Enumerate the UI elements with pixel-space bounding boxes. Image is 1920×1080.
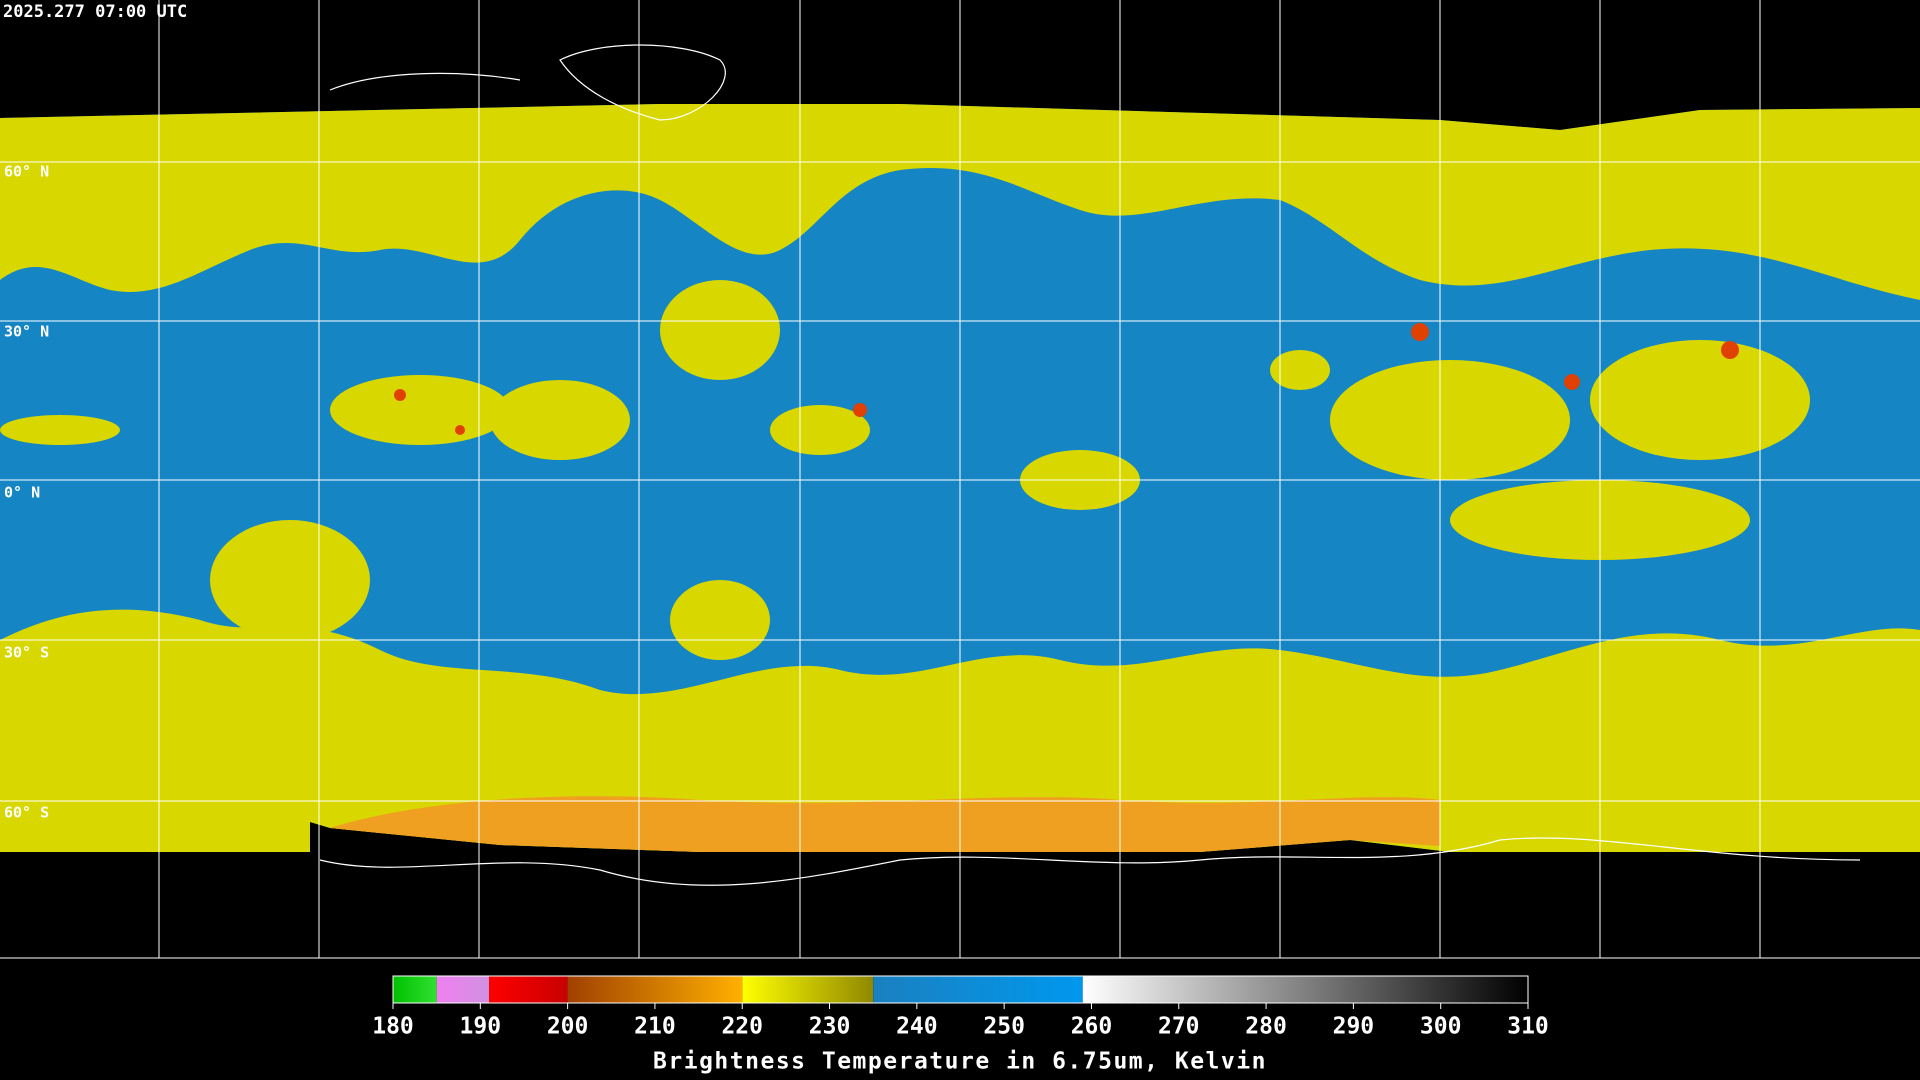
colorbar-tick-label: 300 [1420, 1014, 1462, 1040]
latitude-label: 60° N [4, 163, 49, 181]
colorbar-tick-label: 260 [1071, 1014, 1113, 1040]
colorbar-frame [392, 975, 1529, 1004]
colorbar-tick-label: 250 [983, 1014, 1025, 1040]
colorbar-tick-label: 230 [809, 1014, 851, 1040]
latitude-label: 30° N [4, 323, 49, 341]
colorbar-tick-label: 190 [460, 1014, 502, 1040]
colorbar-tick-label: 220 [721, 1014, 763, 1040]
coastlines [319, 44, 1861, 886]
colorbar-tick-label: 210 [634, 1014, 676, 1040]
graticule [0, 0, 1920, 959]
colorbar-segment [567, 976, 743, 1003]
colorbar-segment [1082, 976, 1528, 1003]
colorbar-title: Brightness Temperature in 6.75um, Kelvin [653, 1049, 1267, 1075]
colorbar-tick-label: 270 [1158, 1014, 1200, 1040]
latitude-label: 60° S [4, 804, 49, 822]
colorbar-tick-label: 180 [372, 1014, 414, 1040]
colorbar-tick-label: 290 [1333, 1014, 1375, 1040]
colorbar-segment [393, 976, 437, 1003]
colorbar-tick-label: 240 [896, 1014, 938, 1040]
colorbar-tick-label: 280 [1245, 1014, 1287, 1040]
latitude-label: 30° S [4, 644, 49, 662]
timestamp: 2025.277 07:00 UTC [3, 2, 187, 22]
colorbar-segment [489, 976, 568, 1003]
colorbar: 180 190 200 210 220 230 240 250 260 270 280 290 300 3… [372, 975, 1549, 1040]
colorbar-tick-label: 310 [1507, 1014, 1549, 1040]
colorbar-segment [742, 976, 874, 1003]
colorbar-segment [873, 976, 1083, 1003]
latitude-labels: 60° N 30° N 0° N 30° S 60° S [4, 163, 49, 822]
deep-convection [394, 323, 1739, 435]
latitude-label: 0° N [4, 484, 40, 502]
colorbar-segment [436, 976, 490, 1003]
cold-band [330, 796, 1440, 852]
colorbar-tick-label: 200 [547, 1014, 589, 1040]
